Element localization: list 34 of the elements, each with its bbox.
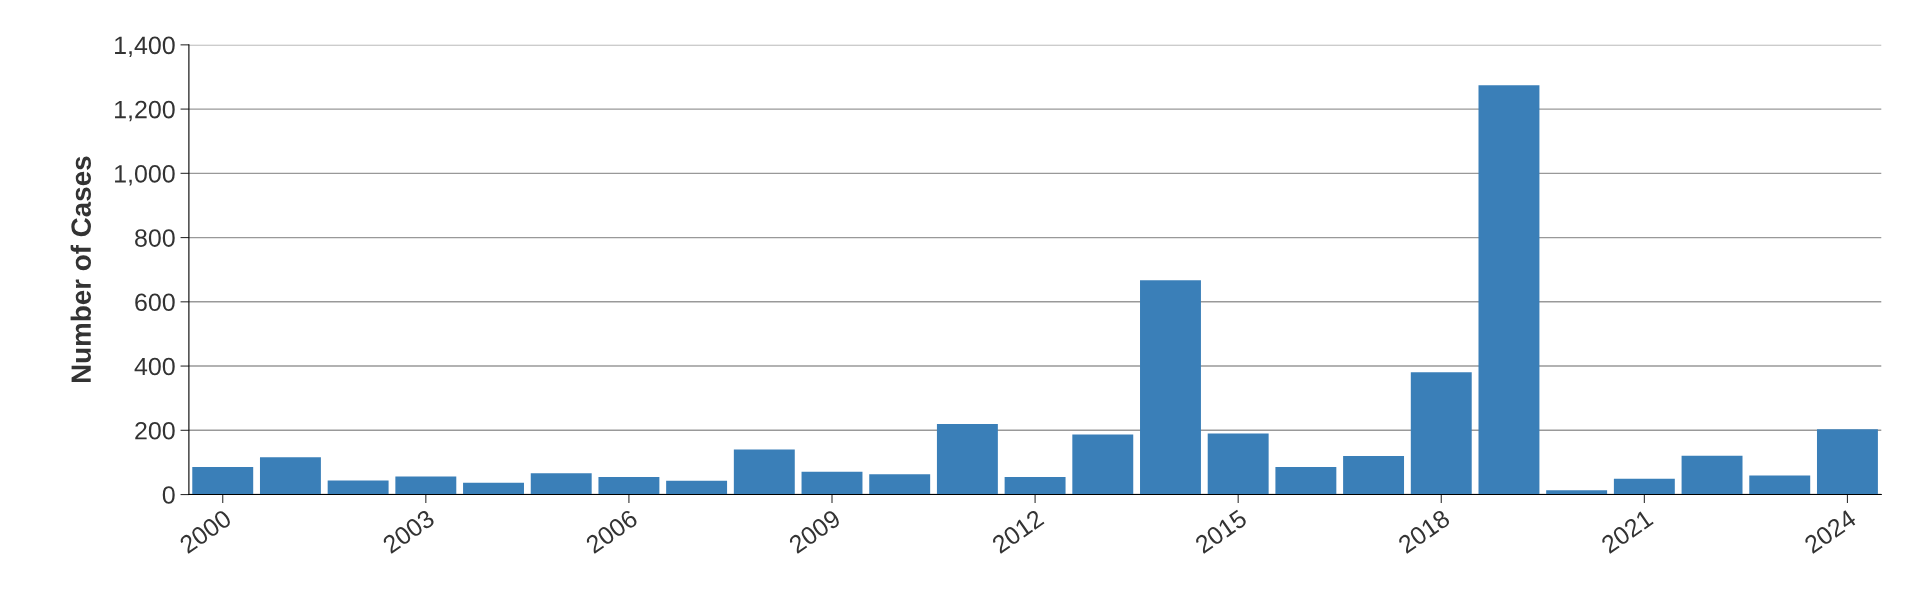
y-tick-label: 1,200 — [115, 100, 175, 122]
bar — [666, 480, 728, 495]
y-tick-label: 1,400 — [115, 36, 175, 58]
bar — [1546, 490, 1608, 495]
bar — [463, 482, 524, 495]
bar — [1004, 476, 1066, 495]
bar — [1275, 466, 1337, 495]
y-tick-label: 400 — [134, 357, 175, 376]
y-tick-label: 600 — [135, 293, 175, 312]
y-tick-label: 1,000 — [115, 164, 175, 186]
bar — [1478, 85, 1540, 495]
y-tick-label: 800 — [135, 229, 175, 247]
bar — [1140, 280, 1201, 495]
bar — [1681, 455, 1743, 495]
bar — [1343, 456, 1405, 495]
bar — [1613, 478, 1675, 495]
y-tick-label: 200 — [135, 421, 175, 440]
bar — [259, 457, 321, 495]
y-axis-title: Number of Cases — [70, 156, 91, 383]
bar — [1816, 429, 1878, 495]
bar — [530, 473, 592, 495]
bar — [192, 466, 254, 495]
bar — [395, 476, 457, 495]
bar — [1072, 434, 1134, 495]
bar — [1207, 433, 1269, 495]
bar — [327, 480, 389, 495]
bar — [598, 476, 660, 495]
bar — [936, 423, 998, 495]
bar — [1410, 372, 1472, 495]
bar — [733, 449, 795, 495]
bar — [869, 474, 931, 495]
y-tick-label: 0 — [162, 486, 175, 504]
bar — [1749, 475, 1811, 495]
bar — [801, 471, 863, 495]
